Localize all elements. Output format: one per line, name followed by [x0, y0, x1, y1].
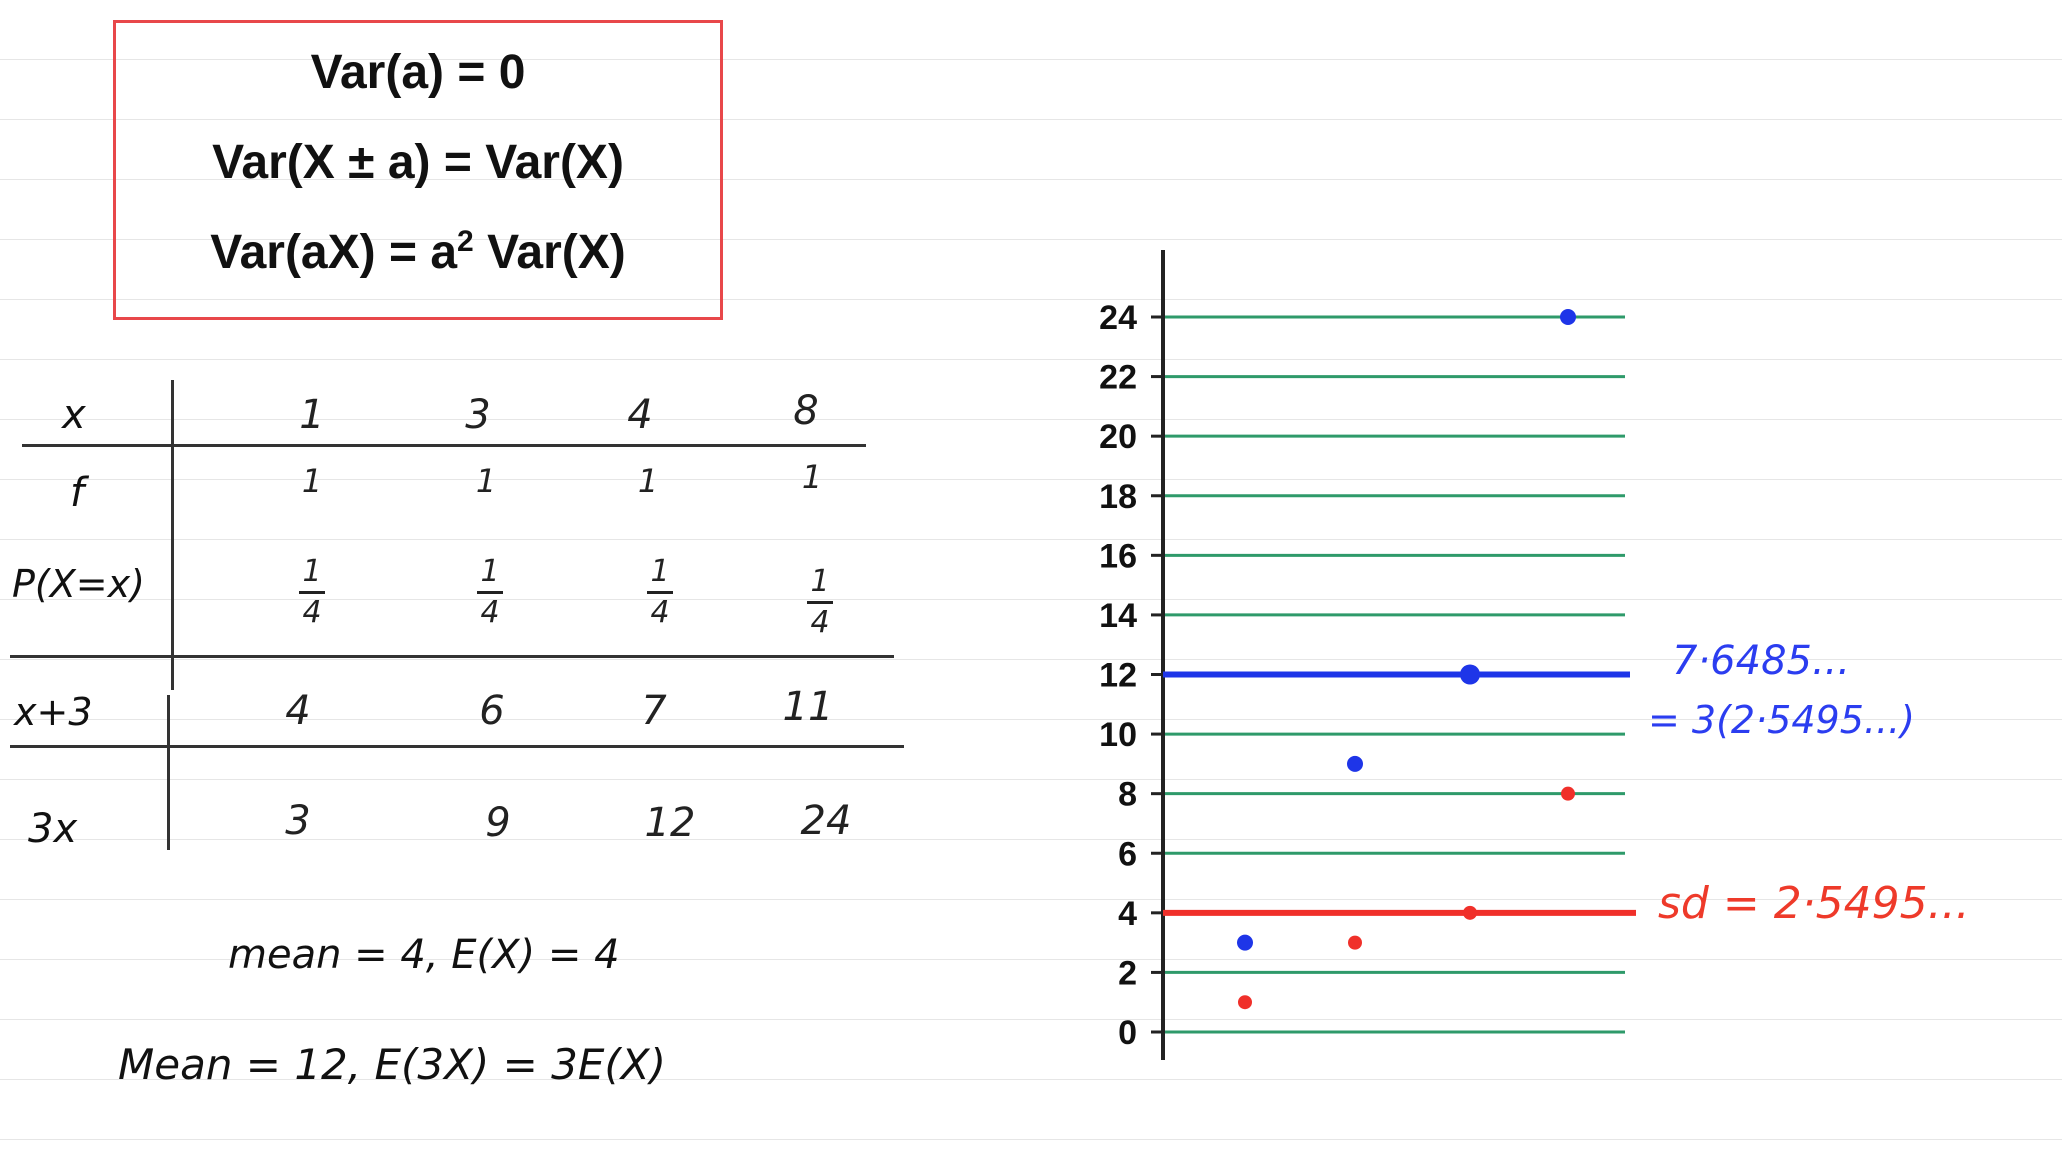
- table-vertical-line-top: [171, 380, 174, 690]
- rule-var-shift: Var(X ± a) = Var(X): [212, 136, 624, 189]
- cell-x-4: 8: [793, 388, 819, 434]
- y-tick-label-14: 14: [1099, 597, 1137, 635]
- rule-var-constant: Var(a) = 0: [310, 46, 526, 99]
- cell-3x-1: 3: [285, 798, 311, 844]
- cell-3x-3: 12: [644, 800, 696, 846]
- y-tick-label-18: 18: [1099, 478, 1137, 516]
- cell-3x-2: 9: [485, 800, 511, 846]
- y-tick-label-24: 24: [1099, 299, 1137, 337]
- y-tick-label-0: 0: [1118, 1014, 1137, 1052]
- red-point-2: [1348, 935, 1362, 950]
- y-tick-label-20: 20: [1099, 418, 1137, 456]
- cell-x-plus-3-2: 6: [479, 688, 505, 734]
- rule-var-scale: Var(aX) = a2 Var(X): [210, 225, 626, 279]
- y-tick-label-8: 8: [1118, 776, 1137, 814]
- row-label-x-plus-3: x+3: [14, 690, 93, 734]
- variance-rules-box: Var(a) = 0 Var(X ± a) = Var(X) Var(aX) =…: [113, 20, 723, 320]
- blue-point-4: [1560, 309, 1576, 325]
- red-line-sd: sd = 2·5495...: [1658, 878, 1970, 929]
- cell-x-3: 4: [627, 392, 653, 438]
- row-label-x: x: [62, 392, 86, 438]
- y-tick-label-22: 22: [1099, 359, 1137, 397]
- table-shift-line: [10, 745, 904, 748]
- table-prob-line: [10, 655, 894, 658]
- mean-equation-x: mean = 4, E(X) = 4: [228, 932, 620, 978]
- red-point-4: [1561, 786, 1575, 801]
- cell-f-3: 1: [637, 462, 659, 500]
- y-tick-label-12: 12: [1099, 657, 1137, 695]
- mean-equation-3x: Mean = 12, E(3X) = 3E(X): [118, 1040, 666, 1089]
- blue-line-factorization: = 3(2·5495...): [1648, 698, 1915, 742]
- red-point-1: [1238, 995, 1252, 1010]
- cell-x-plus-3-3: 7: [641, 688, 667, 734]
- cell-f-4: 1: [801, 458, 823, 496]
- blue-line-value: 7·6485...: [1672, 638, 1851, 684]
- cell-x-plus-3-4: 11: [782, 684, 834, 730]
- cell-3x-4: 24: [800, 798, 852, 844]
- cell-f-2: 1: [475, 462, 497, 500]
- cell-x-plus-3-1: 4: [285, 688, 311, 734]
- cell-x-1: 1: [299, 392, 325, 438]
- table-header-line: [22, 444, 866, 447]
- y-tick-label-16: 16: [1099, 537, 1137, 575]
- y-tick-label-6: 6: [1118, 835, 1137, 873]
- y-tick-label-4: 4: [1118, 895, 1137, 933]
- table-vertical-line-bottom: [167, 695, 170, 850]
- red-point-3: [1463, 905, 1477, 920]
- row-label-3x: 3x: [28, 806, 78, 852]
- y-tick-label-10: 10: [1099, 716, 1137, 754]
- blue-point-3: [1460, 664, 1480, 685]
- blue-point-2: [1347, 755, 1363, 772]
- blue-point-1: [1237, 934, 1253, 951]
- cell-f-1: 1: [301, 462, 323, 500]
- y-tick-label-2: 2: [1118, 954, 1137, 992]
- cell-x-2: 3: [465, 392, 491, 438]
- row-label-prob: P(X=x): [12, 562, 145, 606]
- row-label-f: f: [70, 470, 85, 516]
